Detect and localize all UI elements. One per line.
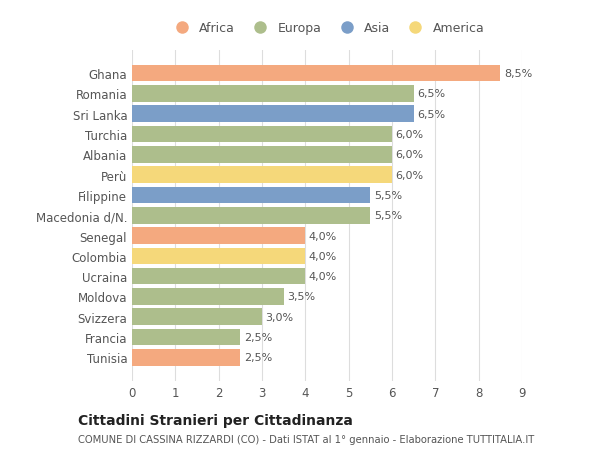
Text: 5,5%: 5,5% <box>374 190 402 201</box>
Bar <box>132 329 241 346</box>
Bar <box>132 248 305 264</box>
Text: 2,5%: 2,5% <box>244 353 272 363</box>
Text: 3,0%: 3,0% <box>265 312 293 322</box>
Text: 6,0%: 6,0% <box>395 150 424 160</box>
Bar <box>132 187 370 204</box>
Text: 6,0%: 6,0% <box>395 129 424 140</box>
Text: 6,0%: 6,0% <box>395 170 424 180</box>
Bar <box>132 126 392 143</box>
Bar <box>132 289 284 305</box>
Bar <box>132 268 305 285</box>
Text: 8,5%: 8,5% <box>504 69 532 79</box>
Text: 5,5%: 5,5% <box>374 211 402 221</box>
Text: 4,0%: 4,0% <box>309 251 337 261</box>
Text: 4,0%: 4,0% <box>309 272 337 281</box>
Text: 6,5%: 6,5% <box>417 89 445 99</box>
Bar <box>132 66 500 82</box>
Bar <box>132 309 262 325</box>
Bar <box>132 228 305 244</box>
Text: COMUNE DI CASSINA RIZZARDI (CO) - Dati ISTAT al 1° gennaio - Elaborazione TUTTIT: COMUNE DI CASSINA RIZZARDI (CO) - Dati I… <box>78 434 534 444</box>
Text: 4,0%: 4,0% <box>309 231 337 241</box>
Text: Cittadini Stranieri per Cittadinanza: Cittadini Stranieri per Cittadinanza <box>78 413 353 427</box>
Bar <box>132 349 241 366</box>
Bar <box>132 167 392 184</box>
Text: 3,5%: 3,5% <box>287 292 315 302</box>
Text: 6,5%: 6,5% <box>417 109 445 119</box>
Legend: Africa, Europa, Asia, America: Africa, Europa, Asia, America <box>164 17 490 40</box>
Bar <box>132 86 413 102</box>
Bar <box>132 146 392 163</box>
Bar <box>132 207 370 224</box>
Text: 2,5%: 2,5% <box>244 332 272 342</box>
Bar <box>132 106 413 123</box>
